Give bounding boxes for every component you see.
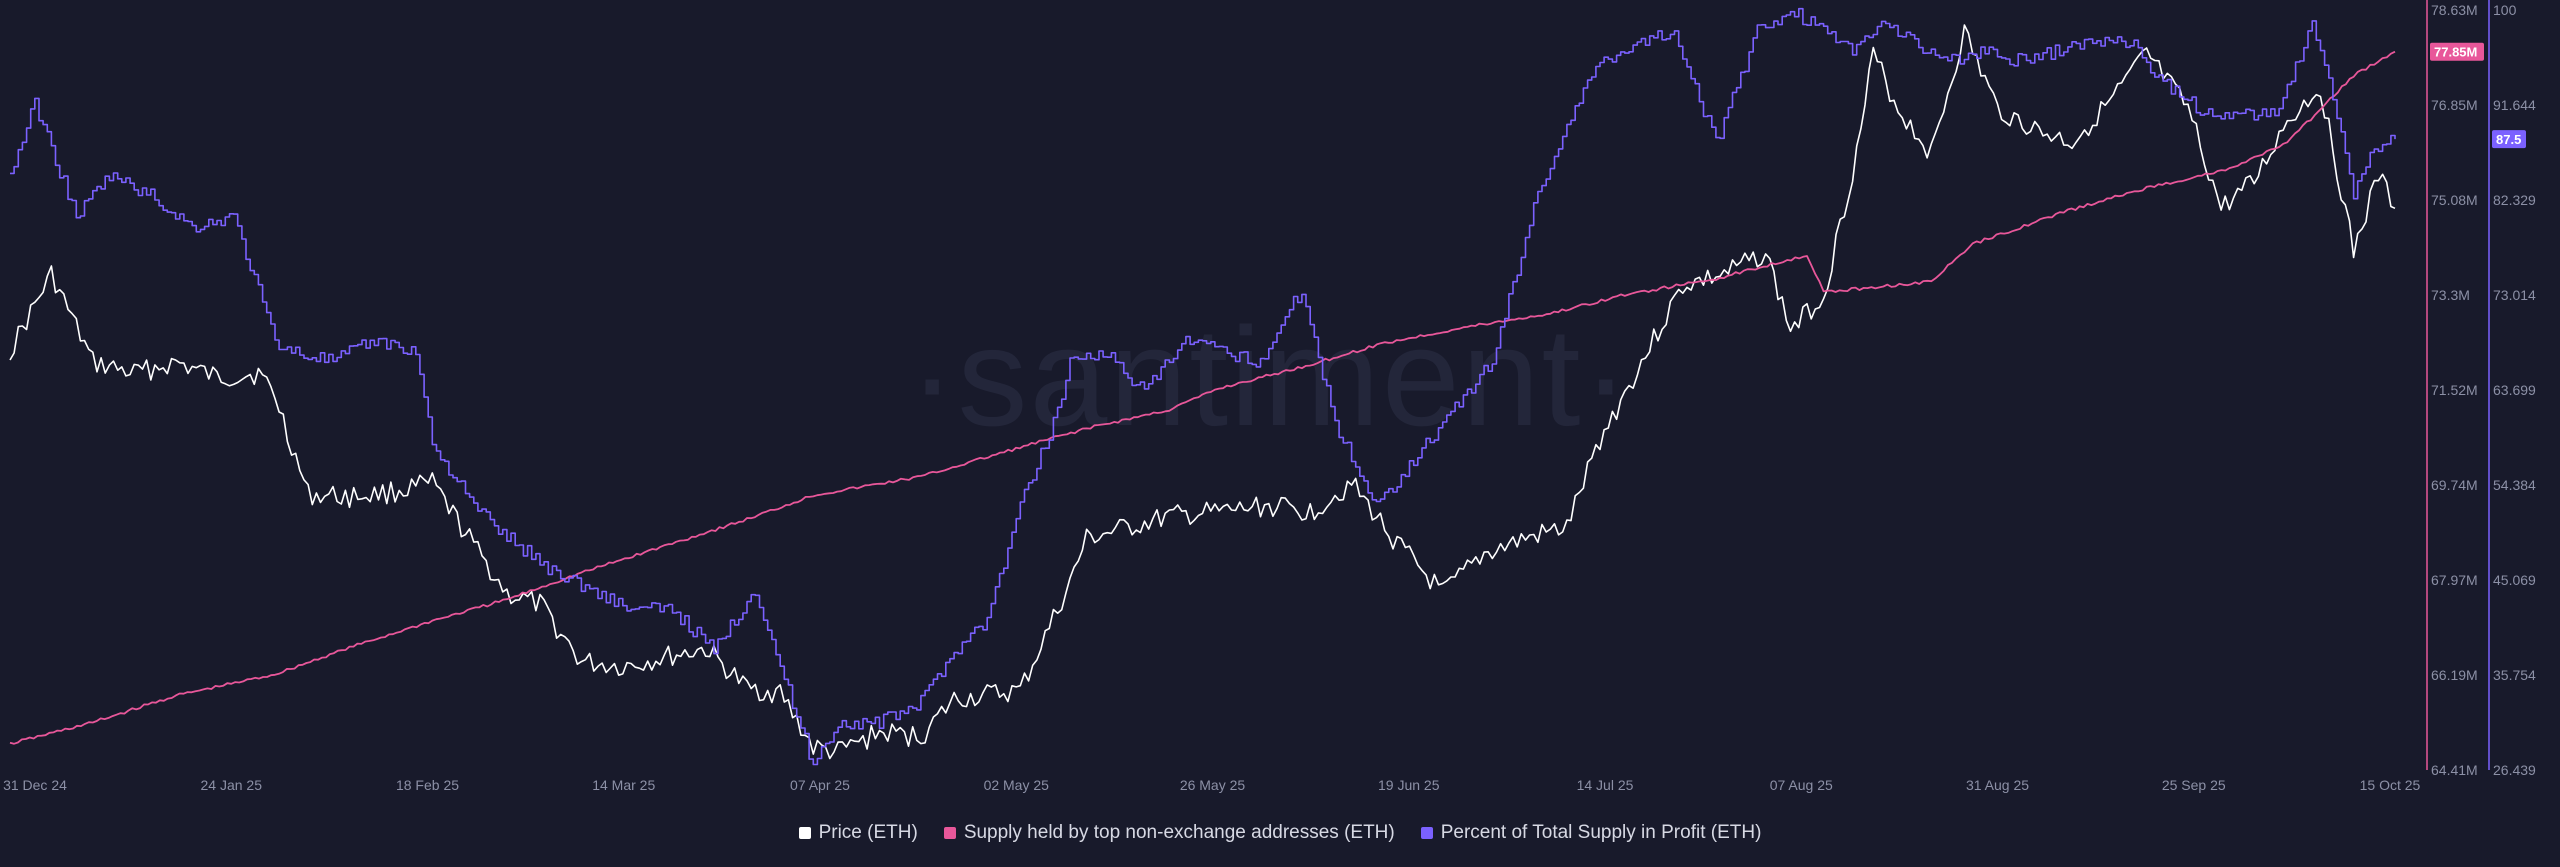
legend: Price (ETH) Supply held by top non-exchan… [0,822,2560,844]
legend-swatch [798,827,811,839]
profit-tick-label: 26.439 [2493,762,2536,778]
supply-tick-label: 69.74M [2431,477,2478,493]
x-tick-label: 25 Sep 25 [2162,777,2226,793]
profit-tick-label: 82.329 [2493,192,2536,208]
profit-tick-label: 63.699 [2493,382,2536,398]
legend-swatch [1420,827,1433,839]
supply-tick-label: 64.41M [2431,762,2478,778]
legend-item[interactable]: Percent of Total Supply in Profit (ETH) [1420,822,1762,844]
series-line-2 [10,7,2396,766]
axes-layer: 78.63M 76.85M 75.08M 73.3M 71.52M 69.74M 67.97… [3,0,2536,793]
x-tick-label: 07 Apr 25 [790,777,850,793]
profit-tick-label: 45.069 [2493,572,2536,588]
x-tick-label: 31 Aug 25 [1966,777,2029,793]
supply-current-tag-bg [2430,42,2484,61]
profit-current-tag: 87.5 [2496,132,2521,147]
profit-tick-label: 35.754 [2493,667,2536,683]
legend-item[interactable]: Supply held by top non-exchange addresse… [943,822,1395,844]
series-line-0 [9,24,2396,760]
x-tick-label: 26 May 25 [1180,777,1246,793]
supply-tick-label: 76.85M [2431,97,2478,113]
profit-current-tag-bg [2492,130,2526,149]
supply-tick-label: 78.63M [2431,2,2478,18]
legend-item[interactable]: Price (ETH) [798,822,918,844]
profit-tick-label: 73.014 [2493,287,2536,303]
supply-tick-label: 71.52M [2431,382,2478,398]
x-tick-label: 24 Jan 25 [201,777,263,793]
profit-tick-label: 100 [2493,2,2517,18]
profit-tick-label: 91.644 [2493,97,2536,113]
x-tick-label: 31 Dec 24 [3,777,67,793]
supply-tick-label: 73.3M [2431,287,2470,303]
supply-tick-label: 67.97M [2431,572,2478,588]
series-line-1 [9,50,2396,745]
x-tick-label: 15 Oct 25 [2360,777,2421,793]
legend-label: Price (ETH) [818,822,918,843]
x-tick-label: 18 Feb 25 [396,777,459,793]
series-layer [9,7,2396,766]
x-tick-label: 19 Jun 25 [1378,777,1440,793]
legend-label: Percent of Total Supply in Profit (ETH) [1440,822,1762,843]
legend-swatch [943,827,956,839]
supply-tick-label: 66.19M [2431,667,2478,683]
supply-tick-label: 75.08M [2431,192,2478,208]
x-tick-label: 07 Aug 25 [1770,777,1833,793]
x-tick-label: 14 Mar 25 [592,777,655,793]
supply-current-tag: 77.85M [2434,45,2477,60]
legend-label: Supply held by top non-exchange addresse… [963,822,1395,843]
x-tick-label: 14 Jul 25 [1577,777,1634,793]
x-tick-label: 02 May 25 [984,777,1050,793]
watermark: ·santiment· [909,298,1631,455]
profit-tick-label: 54.384 [2493,477,2536,493]
